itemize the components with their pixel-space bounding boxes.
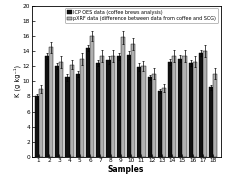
Bar bbox=[178, 59, 182, 157]
Bar bbox=[172, 56, 176, 157]
Bar bbox=[80, 59, 84, 157]
Bar bbox=[203, 51, 207, 157]
Bar bbox=[199, 53, 203, 157]
Bar bbox=[168, 62, 172, 157]
Bar bbox=[45, 56, 49, 157]
Bar bbox=[86, 48, 90, 157]
Y-axis label: K (g kg⁻¹): K (g kg⁻¹) bbox=[13, 65, 20, 97]
Bar bbox=[131, 44, 135, 157]
Bar bbox=[193, 62, 197, 157]
Bar bbox=[127, 55, 131, 157]
Bar bbox=[141, 66, 146, 157]
Bar bbox=[189, 63, 193, 157]
Bar bbox=[100, 56, 104, 157]
Bar bbox=[213, 74, 217, 157]
Bar bbox=[49, 47, 53, 157]
Bar bbox=[137, 67, 141, 157]
Bar bbox=[162, 88, 166, 157]
Bar bbox=[76, 74, 80, 157]
Bar bbox=[39, 89, 43, 157]
Bar bbox=[96, 63, 100, 157]
Bar bbox=[55, 66, 59, 157]
Bar bbox=[65, 77, 70, 157]
Bar bbox=[209, 87, 213, 157]
Bar bbox=[90, 36, 94, 157]
Bar bbox=[148, 77, 152, 157]
Bar bbox=[35, 96, 39, 157]
Bar bbox=[158, 91, 162, 157]
Bar bbox=[106, 60, 111, 157]
X-axis label: Samples: Samples bbox=[108, 165, 144, 174]
Bar bbox=[117, 56, 121, 157]
Bar bbox=[182, 56, 187, 157]
Bar bbox=[121, 37, 125, 157]
Bar bbox=[59, 62, 63, 157]
Bar bbox=[70, 65, 74, 157]
Legend: ICP OES data (coffee brews analysis), pXRF data (difference between data from co: ICP OES data (coffee brews analysis), pX… bbox=[65, 8, 218, 23]
Bar bbox=[152, 74, 156, 157]
Bar bbox=[111, 56, 115, 157]
